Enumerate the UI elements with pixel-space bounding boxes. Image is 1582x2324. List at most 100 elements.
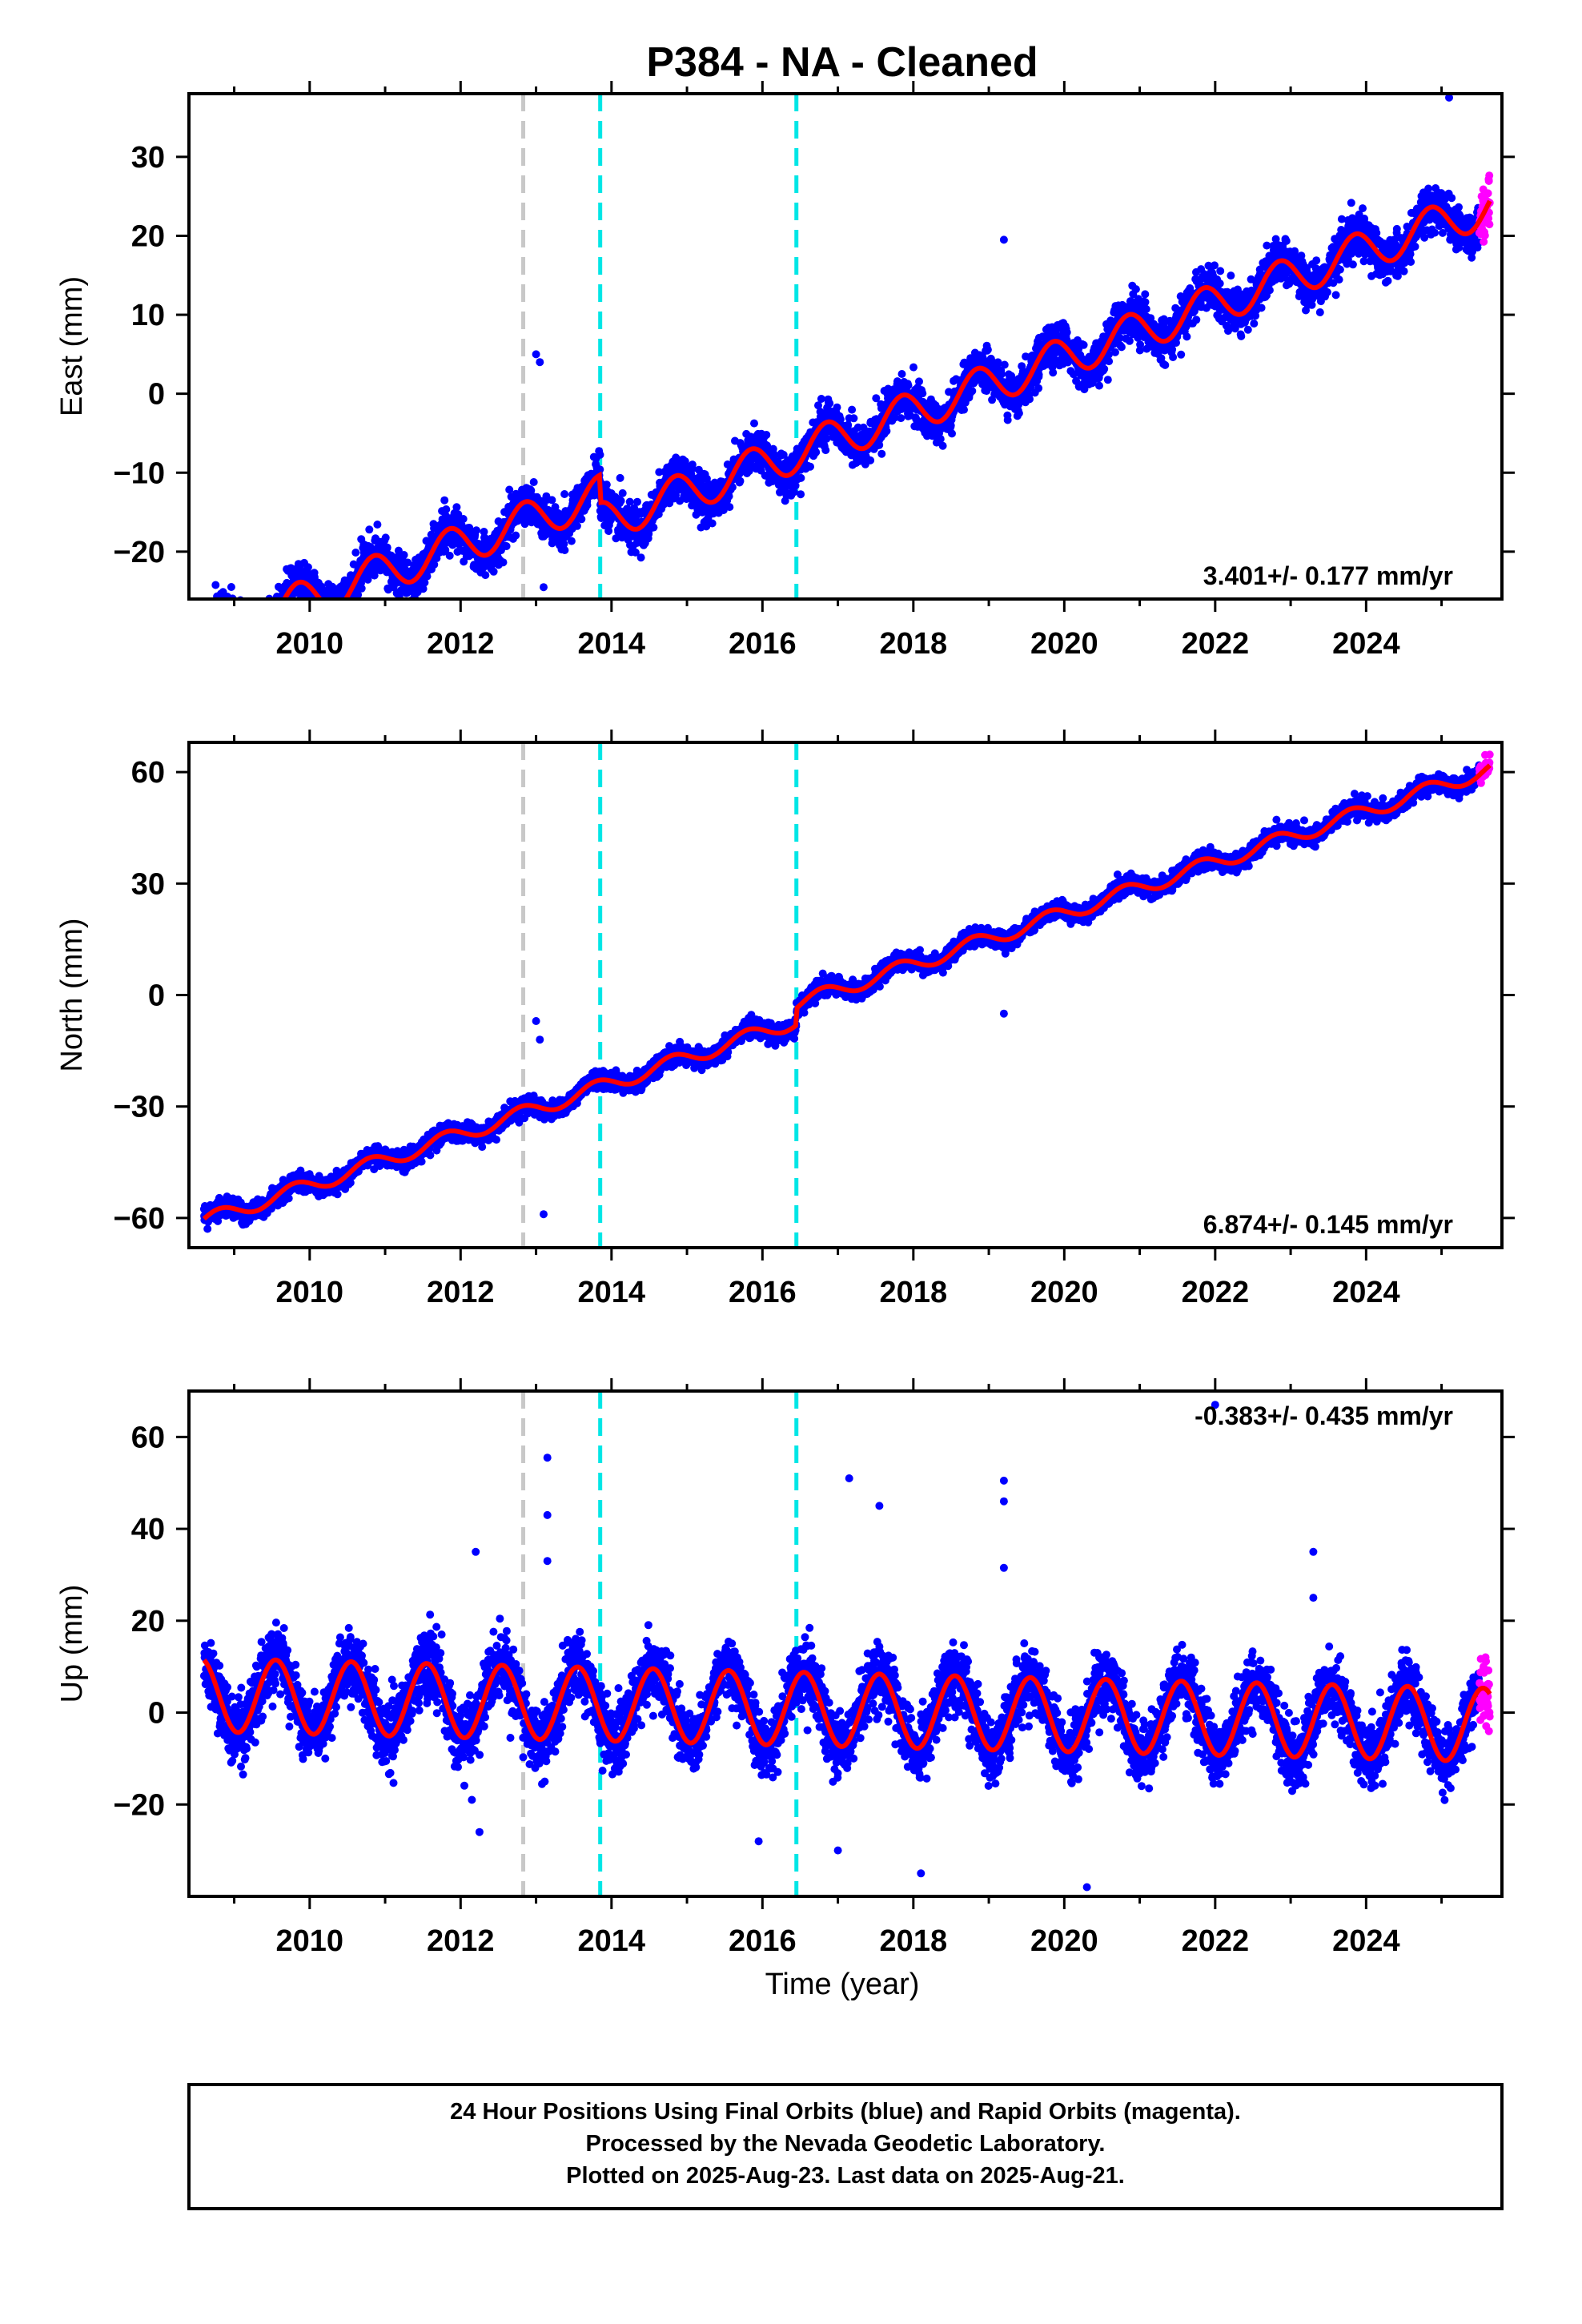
final-point [997,370,1006,379]
final-point [202,637,210,645]
final-point [339,609,347,617]
final-point [207,611,215,619]
final-point [251,643,259,651]
final-point [618,489,627,497]
final-point [1103,376,1112,384]
final-point [321,609,329,617]
final-point [983,345,992,354]
final-point [728,483,737,492]
final-point [257,638,265,646]
final-point [273,603,281,611]
final-point [938,441,947,450]
final-point [275,602,283,610]
final-point [257,622,265,630]
final-point [216,614,224,622]
final-point [351,549,360,557]
final-point [338,606,346,614]
final-point [269,601,277,609]
final-point [708,519,717,528]
final-point [226,603,234,611]
final-point [221,601,229,609]
final-point [342,614,350,622]
final-point [604,527,613,535]
final-point [262,624,270,632]
final-point [210,600,218,608]
final-point [1003,416,1012,424]
final-point [797,490,805,499]
final-point [241,619,249,627]
final-point [251,633,259,641]
final-point [1282,236,1291,245]
final-point [218,616,226,624]
final-point [251,645,259,653]
final-point [263,609,271,617]
final-point [383,543,391,552]
final-point [1161,360,1170,369]
final-point [1250,320,1259,328]
final-point [253,633,261,641]
final-point [259,630,267,638]
final-point [223,607,231,615]
final-point [246,649,254,657]
final-point [339,605,347,613]
final-point [259,618,267,626]
final-point [251,648,259,656]
final-point [347,600,355,608]
final-point [1182,332,1191,341]
final-point [849,414,858,423]
final-point [817,395,825,403]
final-point [258,631,266,639]
final-point [1026,395,1034,404]
final-point [247,628,255,636]
final-point [269,603,277,611]
final-point [233,614,241,622]
final-point [253,633,261,641]
final-point [271,605,279,613]
final-point [339,605,347,613]
final-point [207,611,215,619]
final-point [499,558,508,567]
final-point [255,627,263,635]
final-point [202,611,210,619]
final-point [226,601,234,609]
final-point [616,497,625,505]
final-point [332,613,340,621]
final-point [205,623,213,631]
final-point [343,623,351,631]
final-point [237,621,245,629]
final-point [948,429,956,438]
final-point [234,633,242,641]
final-point [259,626,267,634]
final-point [238,621,246,629]
final-point [271,611,279,619]
final-point [245,633,253,641]
final-point [1062,328,1071,336]
final-point [201,627,209,635]
final-point [322,605,330,613]
final-point [256,637,264,645]
final-point [252,639,260,647]
final-point [877,449,886,458]
final-point [875,440,884,449]
final-point [332,606,340,614]
final-point [231,616,239,624]
final-point [529,478,538,486]
final-point [253,644,261,652]
final-point [560,546,569,554]
final-point [244,629,252,637]
final-point [1192,316,1201,324]
final-point [263,622,271,630]
final-point [209,612,217,620]
final-point [211,625,219,633]
final-point [235,620,243,628]
final-point [327,605,335,613]
final-point [216,601,224,609]
final-point [266,605,274,613]
final-point [1227,271,1235,280]
final-point [254,627,262,635]
final-point [231,618,239,626]
final-point [219,625,227,633]
final-point [331,605,339,613]
final-point [232,612,240,620]
final-point [247,642,255,650]
